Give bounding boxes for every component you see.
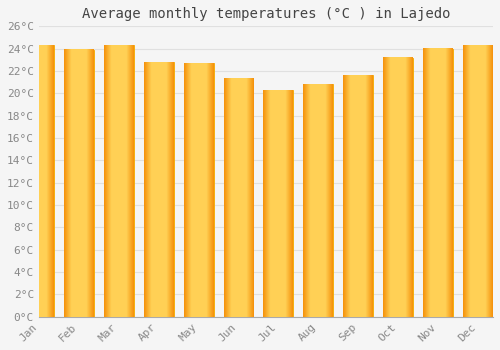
Bar: [383, 57, 413, 317]
Bar: [463, 45, 493, 317]
Bar: [104, 45, 134, 317]
Title: Average monthly temperatures (°C ) in Lajedo: Average monthly temperatures (°C ) in La…: [82, 7, 450, 21]
Bar: [64, 50, 94, 317]
Bar: [144, 62, 174, 317]
Bar: [423, 49, 453, 317]
Bar: [24, 45, 54, 317]
Bar: [224, 79, 254, 317]
Bar: [304, 84, 334, 317]
Bar: [264, 90, 294, 317]
Bar: [344, 76, 374, 317]
Bar: [184, 63, 214, 317]
